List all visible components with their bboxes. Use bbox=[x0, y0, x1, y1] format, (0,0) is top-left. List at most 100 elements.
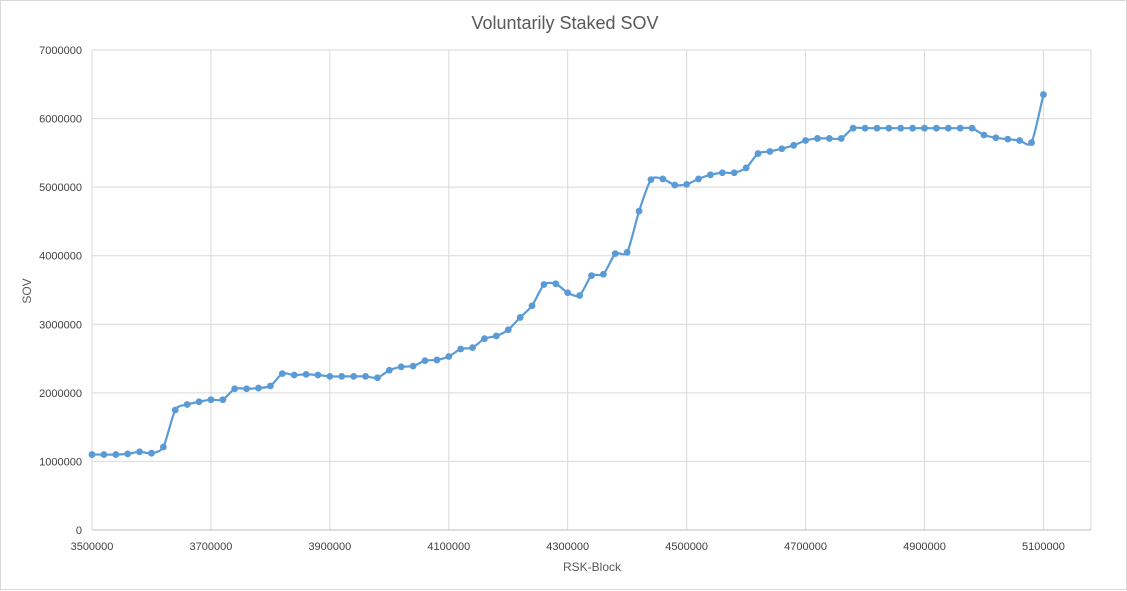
data-point bbox=[338, 373, 346, 380]
data-point bbox=[659, 175, 667, 183]
data-point bbox=[956, 124, 964, 132]
data-point bbox=[374, 374, 381, 382]
y-tick-label: 7000000 bbox=[39, 45, 82, 57]
data-point bbox=[1040, 91, 1047, 98]
data-point bbox=[825, 135, 833, 142]
x-tick-label: 3700000 bbox=[190, 541, 233, 553]
data-point bbox=[576, 292, 584, 299]
data-point bbox=[350, 373, 358, 380]
y-tick-label: 3000000 bbox=[39, 319, 82, 331]
x-axis-label: RSK-Block bbox=[563, 560, 622, 574]
data-point bbox=[647, 176, 655, 184]
data-point bbox=[88, 451, 96, 458]
data-point bbox=[243, 385, 251, 393]
data-point bbox=[802, 137, 809, 144]
data-point bbox=[766, 148, 774, 155]
data-point bbox=[159, 443, 167, 451]
data-point bbox=[136, 448, 143, 456]
data-point bbox=[718, 169, 726, 177]
data-point bbox=[266, 382, 274, 390]
data-point bbox=[671, 181, 679, 189]
data-point bbox=[611, 250, 619, 258]
x-tick-label: 3900000 bbox=[308, 541, 351, 553]
data-point bbox=[397, 363, 405, 371]
data-point bbox=[814, 135, 821, 142]
data-points bbox=[88, 91, 1047, 458]
data-point bbox=[968, 124, 976, 132]
data-point bbox=[909, 124, 917, 132]
data-point bbox=[790, 141, 798, 149]
data-point bbox=[469, 344, 476, 351]
data-point bbox=[683, 181, 691, 188]
y-tick-label: 6000000 bbox=[39, 114, 82, 126]
data-point bbox=[362, 373, 369, 380]
data-point bbox=[171, 406, 179, 414]
x-tick-label: 4900000 bbox=[903, 541, 946, 553]
data-point bbox=[255, 384, 262, 392]
x-tick-label: 3500000 bbox=[71, 541, 114, 553]
data-point bbox=[278, 370, 286, 378]
data-point bbox=[754, 150, 762, 157]
data-point bbox=[730, 169, 738, 177]
data-point bbox=[409, 362, 417, 370]
data-point bbox=[1016, 137, 1024, 144]
data-point bbox=[528, 302, 536, 310]
data-point bbox=[481, 335, 488, 343]
data-point bbox=[707, 171, 714, 179]
data-point bbox=[195, 398, 203, 406]
data-point bbox=[588, 272, 595, 279]
data-point bbox=[552, 280, 560, 288]
data-point bbox=[861, 124, 869, 132]
data-point bbox=[623, 248, 631, 256]
data-point bbox=[932, 124, 940, 132]
data-point bbox=[635, 207, 643, 215]
data-point bbox=[885, 124, 893, 132]
data-point bbox=[504, 326, 512, 334]
x-tick-label: 4700000 bbox=[784, 541, 827, 553]
data-point bbox=[314, 371, 322, 379]
data-point bbox=[492, 332, 500, 340]
data-point bbox=[873, 124, 881, 132]
data-point bbox=[849, 124, 857, 132]
data-point bbox=[742, 164, 750, 172]
data-point bbox=[980, 131, 988, 139]
data-point bbox=[516, 314, 524, 321]
data-point bbox=[897, 124, 905, 132]
data-point bbox=[326, 373, 334, 380]
data-point bbox=[921, 124, 928, 132]
data-point bbox=[540, 281, 548, 288]
y-axis-label: SOV bbox=[20, 278, 34, 303]
data-point bbox=[302, 370, 310, 378]
data-point bbox=[219, 396, 227, 404]
data-point bbox=[112, 451, 120, 458]
x-tick-label: 4500000 bbox=[665, 541, 708, 553]
y-tick-label: 2000000 bbox=[39, 388, 82, 400]
y-axis-ticks: 0 1000000 2000000 3000000 4000000 5000000 6000… bbox=[39, 45, 82, 537]
data-point bbox=[564, 289, 572, 297]
data-point bbox=[837, 135, 845, 142]
y-tick-label: 4000000 bbox=[39, 251, 82, 263]
chart-title: Voluntarily Staked SOV bbox=[471, 13, 658, 33]
x-tick-label: 4100000 bbox=[427, 541, 470, 553]
data-point bbox=[1028, 139, 1035, 146]
data-point bbox=[695, 175, 702, 183]
y-tick-label: 5000000 bbox=[39, 182, 82, 194]
data-point bbox=[599, 270, 607, 278]
data-point bbox=[433, 356, 441, 364]
x-tick-label: 5100000 bbox=[1022, 541, 1065, 553]
data-point bbox=[944, 124, 952, 132]
data-point bbox=[385, 366, 393, 374]
x-tick-label: 4300000 bbox=[546, 541, 589, 553]
data-point bbox=[183, 401, 191, 408]
data-point bbox=[207, 396, 215, 404]
data-point bbox=[124, 450, 132, 458]
data-point bbox=[445, 353, 453, 360]
data-point bbox=[421, 357, 429, 365]
gridlines bbox=[91, 49, 1092, 530]
data-point bbox=[992, 134, 1000, 142]
data-point bbox=[778, 145, 786, 153]
data-point bbox=[290, 371, 298, 379]
data-point bbox=[457, 345, 465, 353]
